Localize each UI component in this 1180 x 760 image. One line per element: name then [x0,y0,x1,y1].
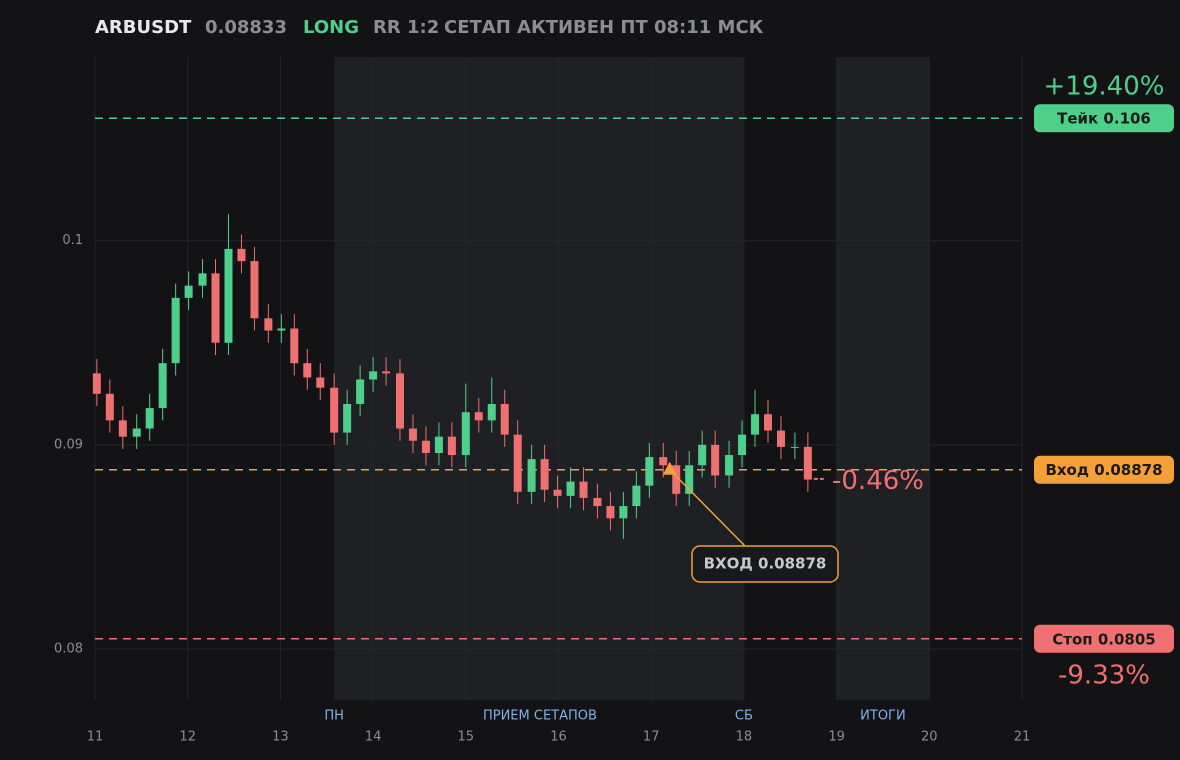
candle-body [513,434,522,492]
annotation-leader [669,469,746,547]
candle-body [593,497,602,507]
candle-body [382,371,391,374]
candle-body [330,387,339,433]
candle-body [632,485,641,507]
x-tick-label: 21 [1014,730,1031,745]
x-tick-label: 20 [921,730,938,745]
candle-body [184,285,193,298]
candle-body [566,481,575,496]
x-tick-label: 17 [643,730,660,745]
candle-body [290,328,299,364]
candle-body [487,404,496,421]
symbol: ARBUSDT [95,17,192,38]
y-tick-label: 0.09 [54,437,83,452]
candle-body [303,363,312,378]
session-label: ПРИЕМ СЕТАПОВ [483,709,597,724]
candle-body [316,377,325,388]
candle-body [343,404,352,433]
candle-body [803,446,812,480]
side: LONG [303,17,359,38]
risk-reward: RR 1:2 [373,17,439,38]
candle-body [725,455,734,476]
candle-body [579,481,588,498]
price: 0.08833 [205,17,287,38]
level-label: Стоп 0.0805 [1052,630,1155,648]
candle-body [751,414,760,435]
plot: 11 12 13 14 15 16 17 18 19 20 21 0.08 0.09 0.1 ПН ПРИЕМ… [54,57,1174,745]
level-pill [1034,624,1174,653]
session-label: ИТОГИ [860,709,906,724]
candle-body [790,446,799,448]
current-change: -0.46% [832,466,924,496]
candle-body [619,506,628,519]
x-tick-label: 15 [458,730,475,745]
candle-body [421,440,430,454]
candle-body [685,465,694,494]
x-tick-label: 16 [550,730,567,745]
x-tick-label: 12 [179,730,196,745]
y-tick-label: 0.08 [54,641,83,656]
candle-body [92,373,101,394]
session-shade [334,57,744,700]
y-tick-label: 0.1 [62,233,83,248]
x-tick-label: 18 [736,730,753,745]
candle-body [776,430,785,447]
x-tick-label: 13 [272,730,289,745]
candle-body [738,434,747,456]
candle-body [553,489,562,496]
candle-body [500,404,509,435]
x-tick-label: 11 [87,730,104,745]
entry-marker [662,461,677,475]
candle-body [211,273,220,343]
level-label: Вход 0.08878 [1045,461,1162,479]
candle-body [434,436,443,454]
session-label: СБ [735,709,753,724]
candle-body [764,414,773,431]
candle-body [540,459,549,490]
x-tick-label: 19 [828,730,845,745]
stop-change: -9.33% [1058,660,1150,690]
session-shade [836,57,930,700]
level-pill [1034,104,1174,133]
candle-body [105,393,114,421]
annotation-text: ВХОД 0.08878 [704,555,827,573]
candle-body [145,408,154,429]
candle-body [474,412,483,421]
session-label: ПН [324,709,344,724]
candle-body [672,465,681,494]
candle-body [369,371,378,380]
annotation-box [691,545,839,583]
x-tick-label: 14 [365,730,382,745]
candle-body [659,457,668,466]
candle-body [711,444,720,476]
candle-body [527,459,536,492]
candle-body [606,506,615,519]
status: СЕТАП АКТИВЕН ПТ 08:11 МСК [444,17,764,38]
candle-body [132,428,141,437]
level-label: Тейк 0.106 [1057,110,1151,128]
level-pill [1034,455,1174,484]
candle-body [264,318,273,331]
candle-body [118,420,127,437]
candle-body [408,428,417,441]
candle-body [224,248,233,343]
candle-body [645,457,654,486]
candle-body [395,373,404,429]
candle-body [158,363,167,409]
candle-body [461,412,470,456]
candle-body [277,328,286,331]
candle-body [356,379,365,405]
candle-body [171,297,180,364]
take-change: +19.40% [1044,72,1165,102]
candle-body [447,436,456,456]
candle-body [237,248,246,262]
candle-body [250,261,259,319]
candle-body [698,444,707,466]
candle-body [198,273,207,286]
